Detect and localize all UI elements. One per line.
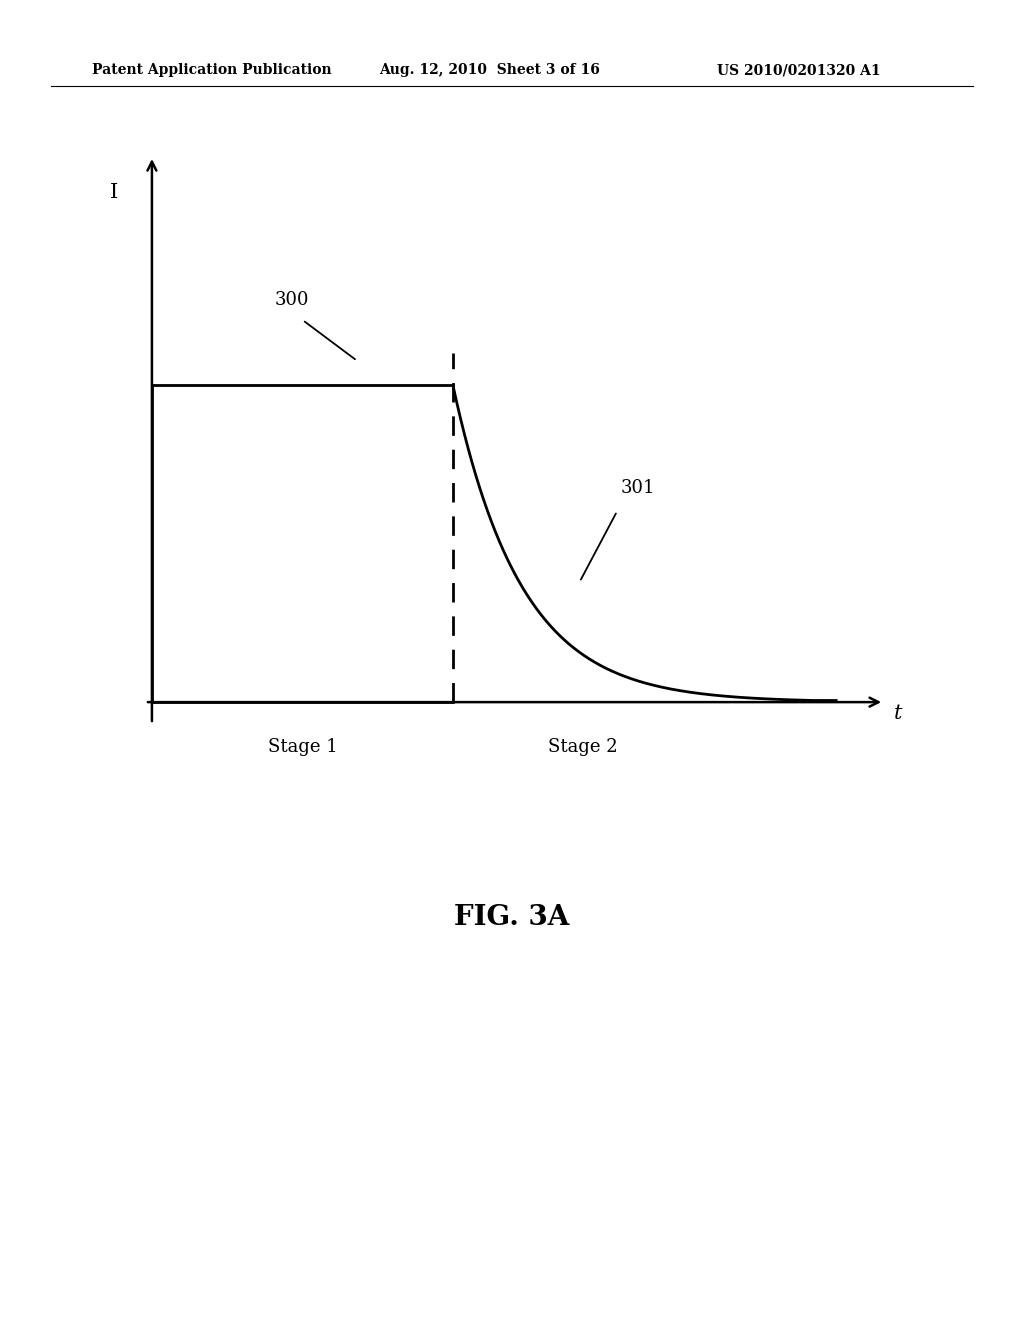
Text: Aug. 12, 2010  Sheet 3 of 16: Aug. 12, 2010 Sheet 3 of 16 (379, 63, 600, 78)
Text: Stage 1: Stage 1 (267, 738, 337, 755)
Text: Stage 2: Stage 2 (548, 738, 617, 755)
Text: t: t (894, 704, 903, 722)
Text: 300: 300 (275, 290, 309, 309)
Text: Patent Application Publication: Patent Application Publication (92, 63, 332, 78)
Text: 301: 301 (621, 479, 655, 498)
Text: I: I (111, 183, 119, 202)
Text: US 2010/0201320 A1: US 2010/0201320 A1 (717, 63, 881, 78)
Text: FIG. 3A: FIG. 3A (455, 904, 569, 931)
